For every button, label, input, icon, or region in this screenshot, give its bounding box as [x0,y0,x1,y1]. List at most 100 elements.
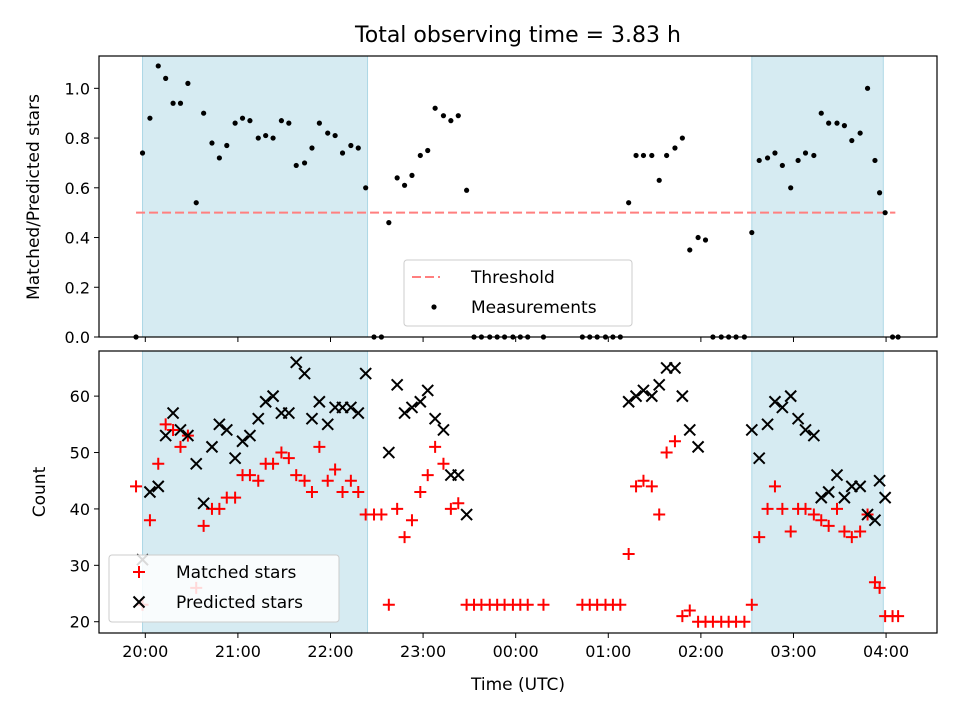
shaded-span-1 [751,55,884,338]
matched-point [143,514,156,527]
predicted-point [359,367,372,380]
x-tick-label: 22:00 [307,642,353,661]
matched-point [275,446,288,459]
measurement-point [425,147,431,154]
legend-label: Matched stars [176,563,296,583]
predicted-point [159,429,172,442]
matched-point [282,452,295,465]
matched-point [614,598,627,611]
measurement-point [316,120,322,126]
measurement-point [301,160,308,166]
predicted-point [873,474,886,487]
predicted-point [437,423,450,437]
measurement-point [882,210,888,216]
matched-point [845,531,858,544]
predicted-point [878,491,892,504]
measurement-point [339,150,346,156]
matched-point [854,525,867,538]
predicted-point [321,418,334,431]
predicted-point [799,423,812,437]
x-tick-label: 00:00 [493,642,539,661]
measurement-point [841,123,848,129]
predicted-point [282,406,296,420]
measurement-point [826,120,832,126]
axes-frame [98,350,938,634]
legend-box [108,554,340,623]
predicted-point [768,395,782,408]
matched-point [622,548,635,561]
predicted-point [243,429,257,442]
matched-point [298,474,311,487]
predicted-point [822,485,835,499]
measurement-point [155,63,161,69]
y-tick-label: 60 [70,387,90,406]
predicted-point [220,423,233,437]
y-tick-label: 40 [70,500,90,519]
measurement-point [432,105,438,111]
measurement-point [185,80,191,86]
matched-point [676,610,689,623]
predicted-point [205,440,219,454]
measurement-point [440,113,447,119]
matched-point [429,440,442,453]
measurement-point [872,157,878,164]
chart-title: Total observing time = 3.83 h [354,23,681,48]
matched-point [637,474,650,487]
matched-point [892,610,905,623]
x-tick-label: 04:00 [863,642,909,661]
y-tick-label: 0.0 [65,328,90,347]
matched-point [243,469,256,482]
measurement-point [679,135,685,141]
measurement-point [656,177,662,183]
predicted-point [344,401,358,414]
measurement-point [201,110,207,116]
matched-point [683,604,696,617]
matched-point [630,480,643,493]
measurement-point [818,110,824,116]
predicted-point [236,435,249,448]
predicted-point [645,389,659,403]
matched-point [167,423,180,436]
measurement-point [224,142,230,149]
predicted-point [298,367,311,380]
matched-point [776,502,789,515]
predicted-point [414,395,427,408]
matched-point [421,469,434,482]
matched-point [375,508,388,521]
predicted-point [868,513,882,527]
predicted-point [259,395,272,408]
matched-point [537,598,550,611]
axes-frame [98,55,938,338]
predicted-point [143,485,157,499]
measurement-point [170,100,176,106]
x-tick-label: 02:00 [678,642,724,661]
measurement-point [278,118,285,124]
legend-label: Threshold [470,268,555,288]
measurement-point [355,145,361,151]
measurement-point [163,75,169,81]
measurement-point [664,152,670,159]
legend: Threshold Measurements [403,259,633,327]
predicted-point [753,451,766,465]
predicted-point [791,412,805,425]
matched-point [452,497,465,510]
predicted-point [691,440,705,454]
predicted-point [181,429,195,442]
legend-label: Measurements [471,298,597,318]
predicted-point [398,406,411,420]
matched-point [653,508,666,521]
measurement-point [857,130,863,136]
measurement-point [756,157,762,164]
measurement-point [409,172,415,178]
matched-point [444,502,457,515]
predicted-point [676,389,689,403]
measurement-point [139,150,146,156]
y-tick-label: 0.6 [65,179,90,198]
predicted-point [152,480,165,493]
bottom-xlabel: Time (UTC) [470,675,565,695]
predicted-point [213,418,226,431]
bottom-ylabel: Count [30,466,50,517]
matched-point [252,474,265,487]
predicted-point [761,418,774,431]
